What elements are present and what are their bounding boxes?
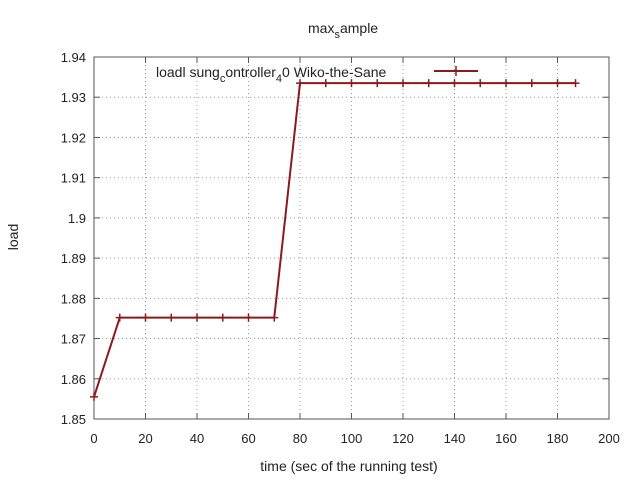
legend-label-main: load — [156, 64, 182, 80]
data-point — [270, 313, 279, 322]
x-tick-label: 80 — [293, 431, 307, 446]
y-tick-label: 1.92 — [61, 130, 86, 145]
data-point — [399, 79, 407, 88]
x-tick-label: 0 — [90, 431, 97, 446]
data-point — [296, 79, 304, 88]
data-point — [141, 313, 150, 322]
x-tick-label: 60 — [241, 431, 255, 446]
title-rest: ample — [340, 20, 378, 36]
x-tick-label: 120 — [392, 431, 414, 446]
x-tick-label: 100 — [341, 431, 363, 446]
legend-label: loadl sungcontroller40 Wiko-the-Sane — [156, 64, 387, 85]
legend: loadl sungcontroller40 Wiko-the-Sane — [156, 64, 478, 85]
y-tick-label: 1.93 — [61, 90, 86, 105]
x-tick-label: 200 — [598, 431, 620, 446]
y-tick-label: 1.94 — [61, 50, 86, 65]
x-tick-label: 20 — [138, 431, 152, 446]
x-tick-label: 180 — [547, 431, 569, 446]
x-axis: 0 20 40 60 80 100 120 140 160 180 200 — [90, 57, 620, 446]
x-tick-label: 40 — [190, 431, 204, 446]
y-tick-label: 1.88 — [61, 291, 86, 306]
legend-label-part-d: 0 Wiko-the-Sane — [282, 64, 386, 80]
legend-label-sub: c — [220, 73, 226, 85]
y-tick-label: 1.91 — [61, 171, 86, 186]
data-point — [424, 79, 433, 88]
x-axis-label: time (sec of the running test) — [260, 458, 437, 474]
y-axis-label: load — [5, 224, 21, 250]
chart-title: maxsample — [308, 20, 378, 41]
data-point — [218, 313, 227, 322]
data-point — [115, 313, 124, 322]
grid — [94, 57, 609, 419]
data-point — [450, 79, 459, 88]
y-tick-label: 1.9 — [68, 211, 86, 226]
data-point — [373, 79, 382, 88]
data-point — [90, 392, 98, 401]
data-point — [167, 313, 176, 322]
y-axis: 1.85 1.86 1.87 1.88 1.89 1.9 1.91 1.92 1.93 1.94 — [61, 50, 609, 427]
x-tick-label: 160 — [495, 431, 517, 446]
y-tick-label: 1.87 — [61, 332, 86, 347]
x-tick-label: 140 — [444, 431, 466, 446]
y-tick-label: 1.89 — [61, 251, 86, 266]
legend-label-part-b: l sung — [182, 64, 219, 80]
data-point — [571, 79, 580, 88]
y-tick-label: 1.86 — [61, 372, 86, 387]
y-tick-label: 1.85 — [61, 412, 86, 427]
title-subscript: s — [334, 29, 340, 41]
legend-label-sub2: 4 — [276, 73, 282, 85]
data-point — [553, 79, 562, 88]
title-main: max — [308, 20, 334, 36]
data-point — [193, 313, 201, 322]
data-point — [321, 79, 330, 88]
legend-label-part-c: ontroller — [225, 64, 276, 80]
series-line — [93, 82, 576, 398]
data-point — [527, 79, 536, 88]
series-group — [90, 79, 580, 401]
data-point — [476, 79, 485, 88]
data-point — [502, 79, 510, 88]
data-point — [244, 313, 253, 322]
data-point — [347, 79, 356, 88]
